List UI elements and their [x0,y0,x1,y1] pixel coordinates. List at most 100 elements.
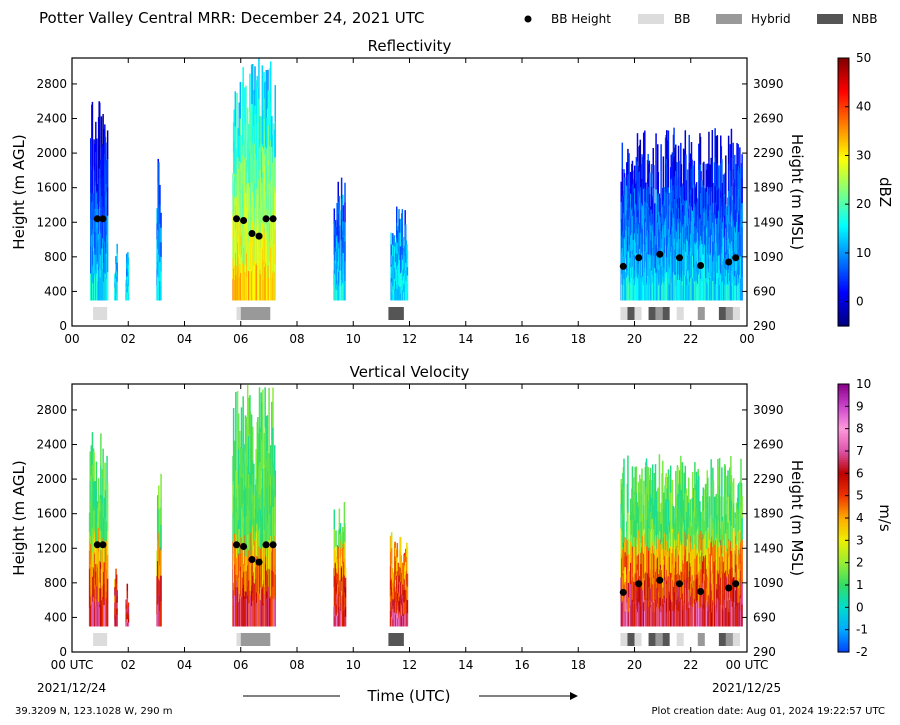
heatmap-cell [406,275,409,284]
colorbar-segment [838,91,849,95]
heatmap-cell [670,178,672,204]
heatmap-cell [660,523,662,545]
colorbar-segment [838,482,849,486]
heatmap-cell [631,466,634,494]
heatmap-cell [390,255,392,267]
heatmap-cell [725,269,728,286]
heatmap-cell [235,392,237,432]
heatmap-cell [666,130,668,159]
heatmap-cell [712,241,714,262]
legend-swatch-nbb [817,14,843,24]
heatmap-cell [620,181,622,202]
heatmap-cell [649,467,652,495]
colorbar-segment [838,241,849,244]
heatmap-cell [248,211,250,242]
heatmap-cell [630,562,632,584]
heatmap-cell [248,435,250,475]
heatmap-cell [396,265,399,278]
heatmap-cell [718,284,721,301]
heatmap-cell [725,533,727,553]
heatmap-cell [624,177,626,199]
colorbar-segment [838,247,849,251]
heatmap-cell [667,158,670,188]
colorbar-segment [838,535,849,539]
heatmap-cell [97,502,100,528]
heatmap-cell [633,514,635,538]
heatmap-cell [339,225,341,241]
heatmap-cell [106,186,109,216]
heatmap-cell [701,281,703,301]
heatmap-cell [102,462,105,491]
heatmap-cell [662,460,664,489]
heatmap-cell [270,61,272,102]
heatmap-cell [159,261,161,282]
colorbar-segment [838,502,849,506]
colorbar-segment [838,127,849,131]
heatmap-cell [249,268,252,301]
heatmap-cell [709,277,711,301]
heatmap-cell [252,63,254,104]
heatmap-cell [670,154,672,180]
heatmap-cell [266,415,269,451]
colorbar-segment [838,636,849,640]
heatmap-cell [630,171,632,194]
heatmap-cell [741,227,743,252]
heatmap-cell [631,599,634,627]
bb-height-point [269,541,277,549]
heatmap-cell [691,255,694,279]
colorbar-segment [838,439,849,443]
y-tick-label-right: 3090 [753,77,784,91]
x-axis-label: Time (UTC) [367,687,451,705]
bb-height-point [732,254,740,262]
heatmap-cell [654,251,656,269]
heatmap-cell [680,462,683,491]
colorbar-segment [838,620,849,624]
x-tick-label: 20 [627,658,642,672]
heatmap-cell [627,455,629,485]
heatmap-cell [699,501,701,523]
bb-height-point [619,588,627,596]
heatmap-cell [707,186,709,210]
heatmap-cell [91,167,94,202]
heatmap-cell [716,135,719,163]
bb-height-point [697,587,705,595]
colorbar-segment [838,515,849,519]
heatmap-cell [711,158,714,188]
colorbar-segment [838,125,849,128]
heatmap-cell [650,186,653,210]
heatmap-cell [234,471,236,503]
heatmap-cell [398,245,401,260]
heatmap-cell [633,188,636,211]
heatmap-cell [727,190,730,219]
heatmap-cell [159,242,161,263]
heatmap-cell [637,166,639,189]
colorbar-segment [838,564,849,568]
heatmap-cell [646,492,648,520]
colorbar-tick-label: 10 [856,246,871,260]
colorbar-segment [838,459,849,463]
heatmap-cell [730,550,733,577]
heatmap-cell [741,495,743,518]
heatmap-cell [665,524,667,551]
heatmap-cell [703,538,705,557]
bb-type-nbb [718,633,726,646]
colorbar-segment [838,62,849,66]
colorbar-segment [838,319,849,323]
heatmap-cell [245,417,247,453]
heatmap-cell [741,582,743,605]
legend-label: Hybrid [751,12,791,26]
heatmap-cell [725,224,728,240]
heatmap-cell [631,572,634,600]
colorbar-segment [838,384,849,387]
colorbar-segment [838,64,849,68]
colorbar-segment [838,618,849,622]
colorbar-segment [838,582,849,586]
bb-type-bb [676,307,684,320]
heatmap-cell [693,511,695,535]
heatmap-cell [675,144,677,171]
heatmap-cell [242,144,244,184]
heatmap-cell [621,168,624,196]
heatmap-cell [233,109,235,142]
bb-height-point [656,250,664,258]
